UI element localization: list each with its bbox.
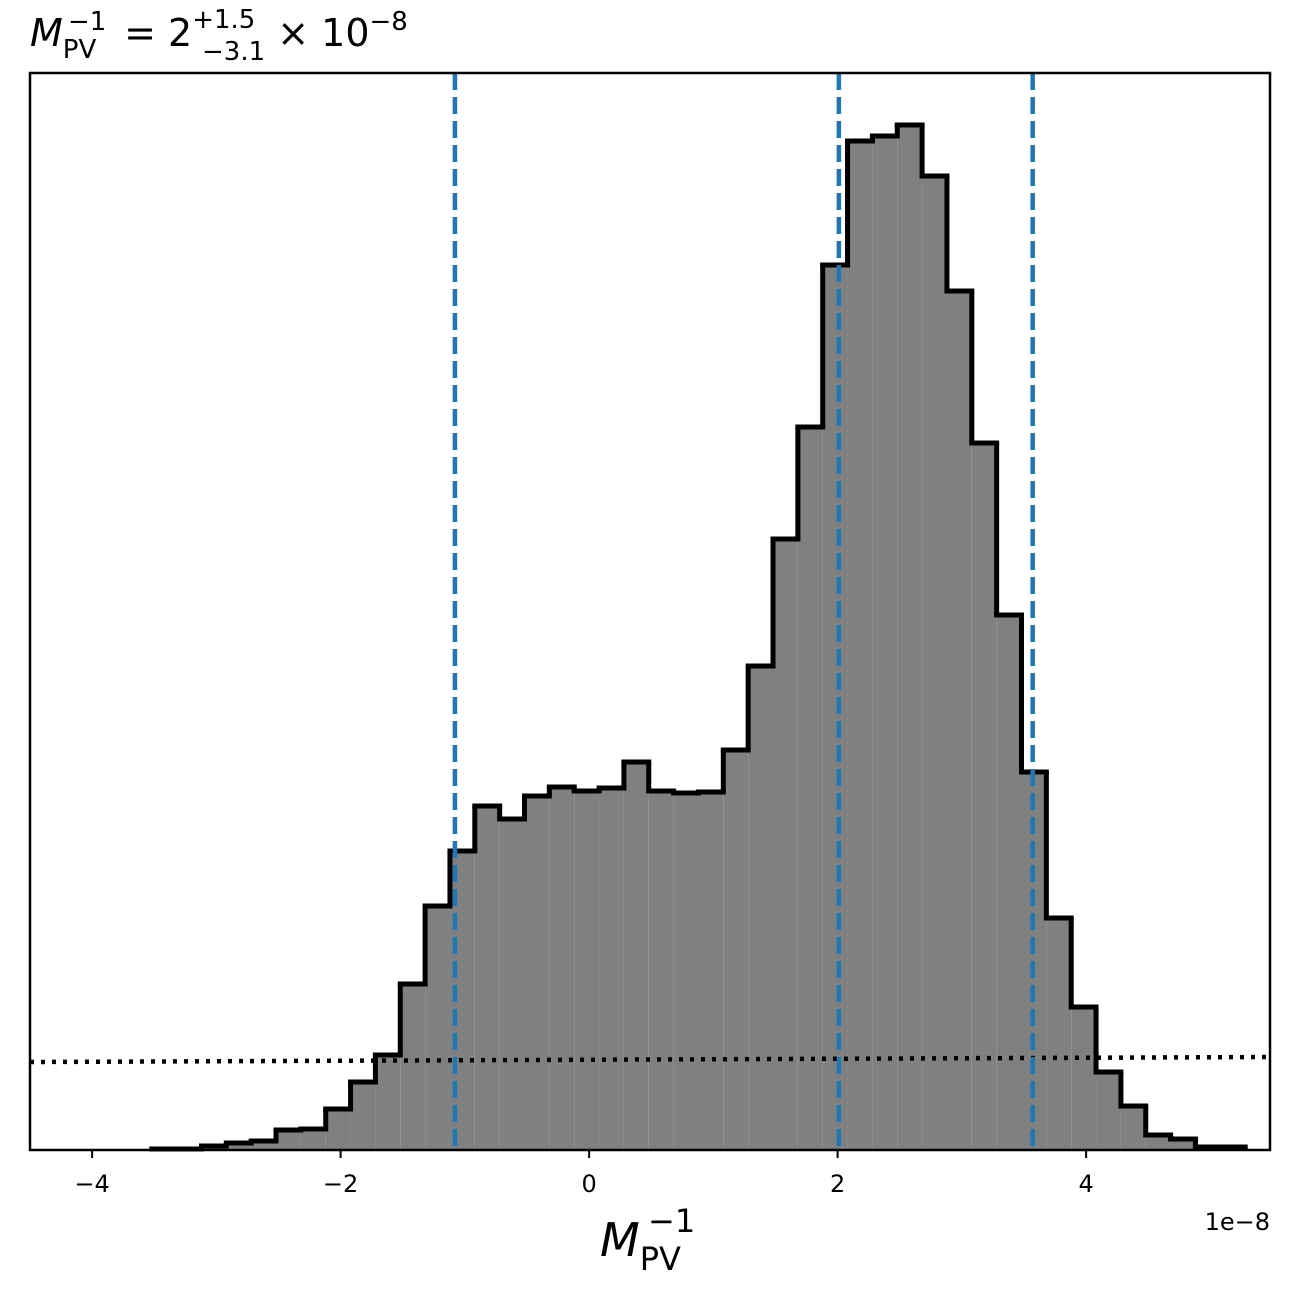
bar [1170,1139,1196,1150]
bar [375,1055,401,1150]
bar [748,666,774,1150]
title-eq: = 2 [112,11,192,55]
bar [623,762,649,1150]
title-upper: +1.5 [192,5,255,35]
x-tick-label: −4 [74,1170,109,1198]
bar [574,791,600,1150]
bar [350,1082,376,1150]
x-axis-label: MPV−1 [600,1202,695,1278]
x-offset-label: 1e−8 [1205,1208,1270,1236]
bar [549,787,575,1150]
bar [648,791,674,1150]
chart-title: MPV−1 = 2+1.5 −3.1 × 10−8 [30,5,408,67]
xlabel-sub: PV [640,1240,681,1278]
bar [946,291,972,1150]
bar [897,125,923,1150]
title-exp: −8 [370,7,408,37]
bar [1096,1072,1121,1150]
bar [1046,918,1072,1150]
bar [276,1130,301,1150]
bar [773,539,798,1150]
bar [1145,1135,1171,1150]
bar [599,788,624,1150]
bar [1120,1106,1146,1150]
title-sup: −1 [68,7,106,37]
bar [971,443,997,1150]
bar [524,796,550,1150]
title-lower: −3.1 [202,37,265,67]
bar [673,793,699,1150]
bar [1071,1007,1097,1150]
bar [723,750,749,1150]
bar [251,1141,277,1150]
xlabel-symbol: M [600,1213,640,1267]
bar [425,906,450,1150]
bar [300,1129,326,1150]
bar [872,136,898,1150]
title-symbol: M [30,11,63,55]
bar [847,141,873,1150]
bar [226,1143,252,1150]
bar [797,427,823,1150]
x-tick-label: 2 [830,1170,845,1198]
title-times: × 10 [265,11,369,55]
xlabel-sup: −1 [648,1202,695,1240]
title-sub: PV [63,35,97,65]
bar [698,792,724,1150]
bar [499,819,525,1150]
x-tick-label: −2 [323,1170,358,1198]
x-tick-label: 0 [581,1170,596,1198]
bar [822,265,848,1150]
bar [922,176,947,1150]
bar [474,806,500,1150]
x-tick-label: 4 [1078,1170,1093,1198]
bar [400,984,426,1150]
bar [996,615,1022,1150]
plot-frame [28,71,1272,1152]
bar [325,1109,351,1150]
